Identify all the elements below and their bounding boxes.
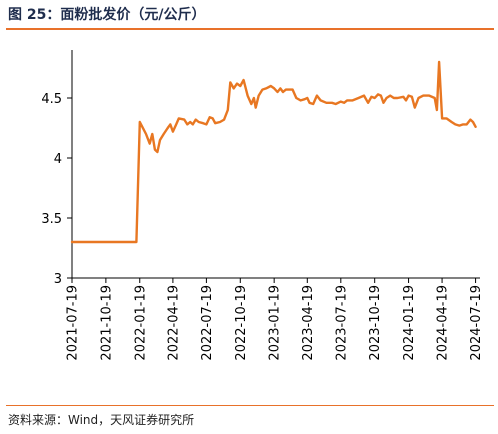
- x-tick-label: 2024-01-19: [402, 285, 417, 361]
- source-note: 资料来源：Wind，天风证券研究所: [8, 413, 195, 427]
- x-axis: 2021-07-19 2021-10-19 2022-01-19 2022-04-19…: [66, 277, 484, 361]
- y-tick-label: 3: [54, 272, 62, 287]
- line-chart: 33.544.5 2021-07-19 2021-10-19 2022-01-19 2…: [41, 50, 484, 361]
- x-tick-label: 2023-04-19: [301, 285, 316, 361]
- y-tick-label: 4: [54, 152, 62, 167]
- x-tick-label: 2024-04-19: [436, 285, 451, 361]
- y-tick-label: 3.5: [41, 212, 62, 227]
- series-layer: [70, 60, 477, 244]
- x-tick-label: 2022-10-19: [234, 285, 249, 361]
- footer-rule: [6, 405, 494, 406]
- x-tick-label: 2021-07-19: [66, 285, 81, 361]
- x-tick-label: 2023-01-19: [268, 285, 283, 361]
- x-tick-label: 2022-07-19: [200, 285, 215, 361]
- x-tick-label: 2023-07-19: [334, 285, 349, 361]
- x-tick-label: 2022-01-19: [133, 285, 148, 361]
- y-axis: 3 3.5 4 4.5: [41, 50, 73, 287]
- chart-title: 图 25：面粉批发价（元/公斤）: [8, 7, 206, 23]
- y-tick-label: 4.5: [41, 92, 62, 107]
- x-tick-label: 2024-07-19: [469, 285, 484, 361]
- series-line: [70, 60, 477, 244]
- title-rule: [6, 28, 494, 30]
- x-tick-label: 2022-04-19: [166, 285, 181, 361]
- x-tick-label: 2021-10-19: [99, 285, 114, 361]
- x-tick-label: 2023-10-19: [368, 285, 383, 361]
